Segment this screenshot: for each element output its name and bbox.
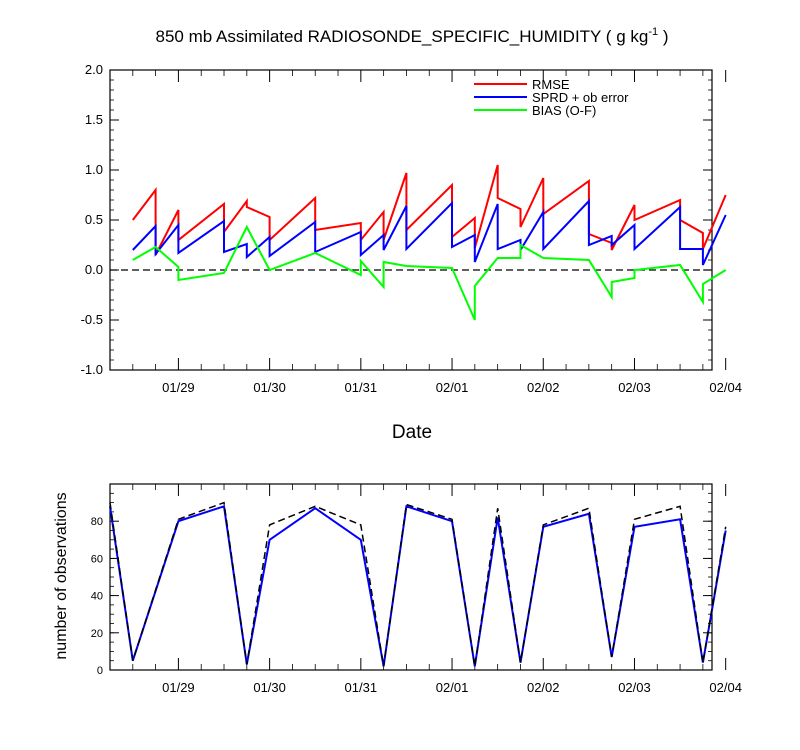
x-tick-label: 01/30 xyxy=(253,680,286,695)
y-tick-label: 2.0 xyxy=(85,62,103,77)
series-line-bias-o-f xyxy=(132,224,727,321)
chart-title-main: 850 mb Assimilated RADIOSONDE_SPECIFIC_H… xyxy=(156,27,649,46)
x-tick-label: 01/29 xyxy=(162,680,195,695)
bottom-series-group xyxy=(109,501,727,667)
y-tick-label: 40 xyxy=(91,591,103,603)
bottom-y-axis: 0 20 40 60 80 xyxy=(91,483,712,677)
series-line-possible xyxy=(109,501,727,667)
x-tick-label: 01/30 xyxy=(253,380,286,395)
y-tick-label: 1.0 xyxy=(85,162,103,177)
x-tick-label: 02/01 xyxy=(436,380,469,395)
legend-label: BIAS (O-F) xyxy=(532,103,596,118)
chart-title: 850 mb Assimilated RADIOSONDE_SPECIFIC_H… xyxy=(156,26,669,46)
x-tick-label: 02/01 xyxy=(436,680,469,695)
chart-title-superscript: -1 xyxy=(648,26,658,38)
y-tick-label: 0.5 xyxy=(85,212,103,227)
bottom-x-axis: 01/29 01/30 01/31 02/01 02/02 02/03 02/04 xyxy=(109,484,742,695)
top-series-group xyxy=(132,164,727,321)
x-tick-label: 01/31 xyxy=(345,380,378,395)
bottom-panel: 0 20 40 60 80 01/29 01/30 01/31 02/01 02/02 02/03… xyxy=(53,483,742,695)
top-x-axis: 01/29 01/30 01/31 02/01 02/02 02/03 02/04 xyxy=(109,70,742,395)
y-tick-label: 20 xyxy=(91,628,103,640)
y-tick-label: -1.0 xyxy=(81,362,103,377)
x-axis-label: Date xyxy=(392,422,432,443)
y-axis-label-observations: number of observations xyxy=(53,492,70,659)
legend-label: SPRD + ob error xyxy=(532,90,629,105)
y-tick-label: 80 xyxy=(91,516,103,528)
y-tick-label: -0.5 xyxy=(81,312,103,327)
top-y-axis: -1.0 -0.5 0.0 0.5 1.0 1.5 2.0 xyxy=(81,62,712,377)
x-tick-label: 01/29 xyxy=(162,380,195,395)
series-line-sprd-ob-error xyxy=(132,198,727,266)
x-tick-label: 01/31 xyxy=(345,680,378,695)
series-line-rmse xyxy=(132,164,727,256)
top-panel: -1.0-0.50.00.51.01.52.0 01/29 01/30 01/31 0… xyxy=(81,62,742,443)
chart-title-close: ) xyxy=(658,27,668,46)
x-tick-label: 02/02 xyxy=(527,380,560,395)
x-tick-label: 02/02 xyxy=(527,680,560,695)
top-plot-area xyxy=(109,69,713,371)
y-tick-label: 0 xyxy=(97,665,103,677)
y-tick-label: 0.0 xyxy=(85,262,103,277)
y-tick-label: 60 xyxy=(91,553,103,565)
x-tick-label: 02/03 xyxy=(618,380,651,395)
x-tick-label: 02/04 xyxy=(709,680,742,695)
x-tick-label: 02/04 xyxy=(709,380,742,395)
y-tick-label: 1.5 xyxy=(85,112,103,127)
plot-frame xyxy=(109,69,713,371)
legend-label: RMSE xyxy=(532,77,570,92)
x-tick-label: 02/03 xyxy=(618,680,651,695)
